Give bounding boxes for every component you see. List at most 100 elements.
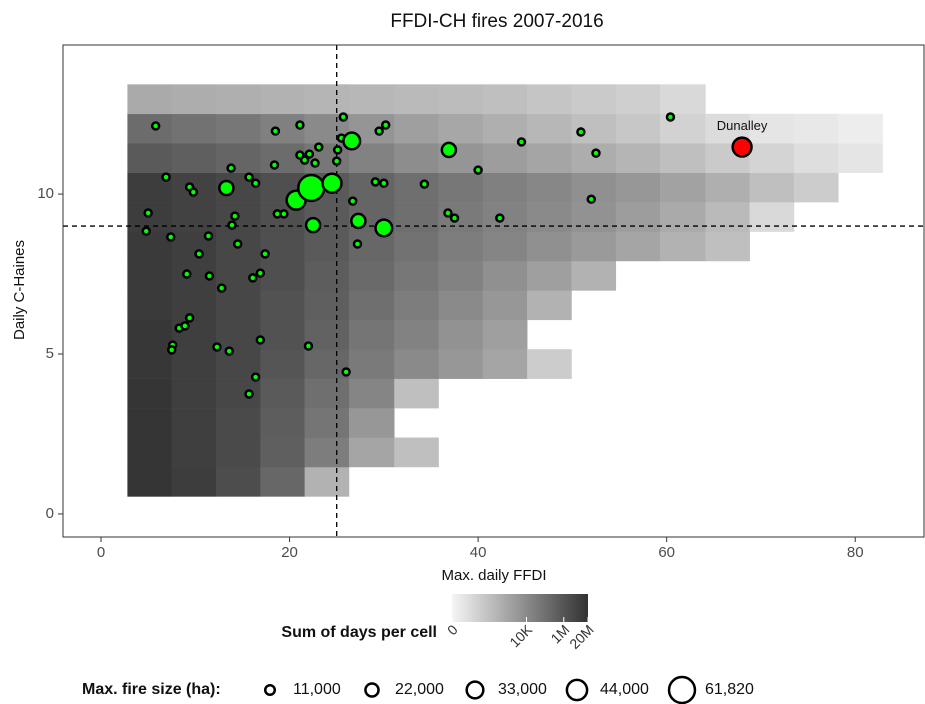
fire-point [226, 163, 236, 173]
heatmap-tile [394, 172, 439, 203]
heatmap-tile [394, 260, 439, 291]
heatmap-tile [660, 84, 706, 115]
fire-point [374, 126, 384, 136]
fire-point [255, 335, 266, 345]
fire-point [260, 249, 270, 259]
color-legend-label: 0 [444, 621, 461, 638]
heatmap-tile [304, 84, 350, 115]
size-legend-label: 61,820 [705, 681, 754, 698]
heatmap-tile [438, 202, 484, 232]
heatmap-tile [482, 231, 528, 262]
heatmap-tile [127, 437, 173, 468]
heatmap-tile [571, 143, 617, 173]
fire-point [212, 342, 222, 352]
heatmap-tile [438, 231, 484, 262]
size-legend-key [263, 683, 277, 697]
heatmap-tile [304, 231, 350, 262]
fire-point [150, 121, 161, 131]
fire-point [304, 149, 315, 159]
color-legend-label: 10K [506, 621, 535, 650]
heatmap-tile [260, 260, 305, 291]
heatmap-tile [304, 466, 350, 497]
fire-point [473, 165, 483, 175]
fire-point [184, 313, 195, 323]
y-tick-label: 10 [37, 185, 54, 202]
heatmap-tile [615, 84, 661, 115]
heatmap-tile [171, 143, 217, 173]
y-tick-label: 0 [46, 505, 54, 522]
heatmap-tile [705, 231, 750, 262]
y-axis-label: Daily C-Haines [11, 240, 28, 340]
heatmap-tile [571, 231, 617, 262]
heatmap-tile [127, 290, 173, 321]
fire-point [143, 208, 153, 218]
heatmap-tile [127, 231, 173, 262]
fire-point [204, 271, 215, 281]
heatmap-tile [527, 349, 572, 379]
fire-point [665, 112, 676, 122]
heatmap-tile [482, 84, 528, 115]
size-legend-label: 22,000 [395, 681, 444, 698]
heatmap-tile [660, 172, 706, 203]
heatmap-tile [394, 113, 439, 144]
heatmap-tile [793, 113, 839, 144]
heatmap-tile [127, 466, 173, 497]
heatmap-tile [660, 143, 706, 173]
heatmap-tile [171, 437, 217, 468]
x-tick-label: 20 [281, 544, 298, 561]
heatmap-tile [171, 113, 217, 144]
fire-point [250, 178, 261, 188]
fire-point [516, 137, 527, 147]
heatmap-tile [482, 172, 528, 203]
heatmap-tile [571, 202, 617, 232]
heatmap-tile [527, 290, 572, 321]
y-tick-label: 5 [46, 345, 54, 362]
heatmap-tile [127, 319, 173, 350]
heatmap-tile [127, 143, 173, 173]
heatmap-tile [127, 349, 173, 379]
size-legend-key [565, 678, 589, 702]
heatmap-tile [705, 202, 750, 232]
heatmap-tile [527, 113, 572, 144]
size-legend-key [667, 675, 697, 704]
fire-point [591, 148, 601, 158]
heatmap-tile [171, 84, 217, 115]
heatmap-tile [394, 290, 439, 321]
heatmap-tile [527, 172, 572, 203]
heatmap-tile [171, 378, 217, 409]
size-legend-title: Max. fire size (ha): [82, 681, 221, 698]
fire-point [194, 249, 204, 259]
fire-point [182, 269, 192, 279]
fire-point [180, 321, 190, 331]
heatmap-tile [482, 260, 528, 291]
heatmap-tile [438, 84, 484, 115]
fire-point [576, 127, 586, 137]
heatmap-tile [171, 202, 217, 232]
fire-point [374, 218, 394, 238]
x-tick-label: 40 [470, 544, 487, 561]
fire-point [141, 226, 151, 236]
fire-point [341, 367, 351, 377]
fire-point [303, 341, 314, 351]
heatmap-tile [260, 84, 305, 115]
heatmap-tile [749, 202, 795, 232]
fire-point [314, 142, 324, 152]
fire-point [380, 120, 391, 130]
heatmap-tile [615, 202, 661, 232]
heatmap-tile [705, 172, 750, 203]
heatmap-tile [394, 84, 439, 115]
size-legend-key [465, 680, 485, 700]
heatmap-tile [216, 84, 261, 115]
heatmap-tile [171, 290, 217, 321]
heatmap-tile [216, 466, 261, 497]
x-tick-label: 0 [97, 544, 105, 561]
heatmap-tile [348, 260, 395, 291]
color-legend-label: 20M [566, 621, 597, 652]
heatmap-tile [438, 113, 484, 144]
heatmap-tile [660, 202, 706, 232]
heatmap-tile [304, 378, 350, 409]
heatmap-tile [171, 408, 217, 438]
heatmap-tile [348, 172, 395, 203]
fire-point [295, 120, 305, 130]
heatmap-tile [260, 349, 305, 379]
